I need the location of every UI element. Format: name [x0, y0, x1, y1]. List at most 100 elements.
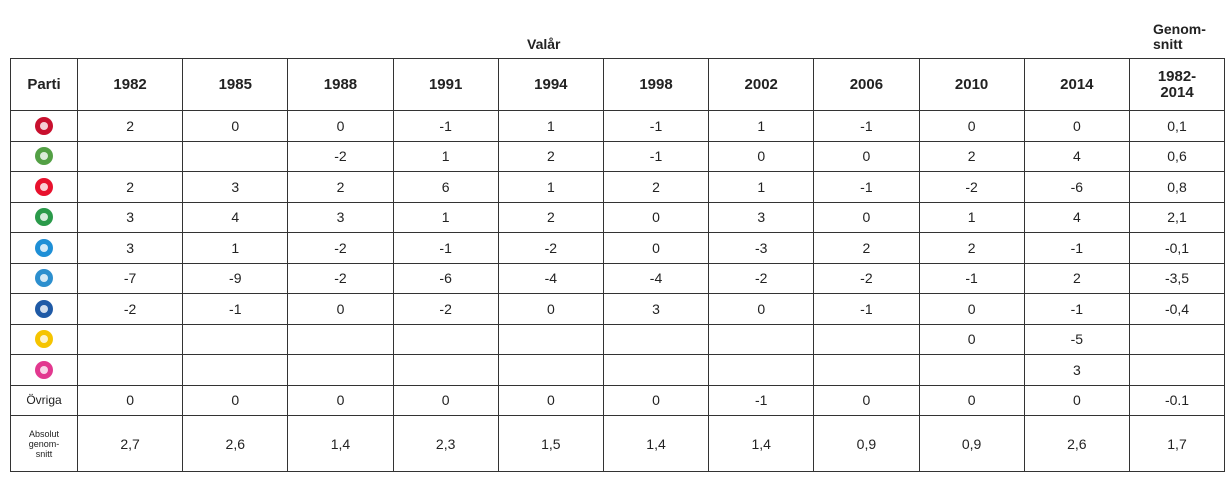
party-cell	[10, 323, 78, 355]
cell	[1129, 323, 1225, 355]
cell: -1	[708, 384, 815, 416]
cell-value: -6	[439, 270, 452, 287]
cell-value: 6	[441, 178, 450, 195]
cell	[182, 140, 289, 172]
column-header: 2006	[813, 58, 920, 111]
cell: 1	[497, 171, 604, 203]
cell: -4	[497, 262, 604, 294]
cell: 0	[392, 384, 499, 416]
cell-value: 0,9	[961, 435, 982, 452]
cell: 1,7	[1129, 415, 1225, 472]
cell-value: 2	[967, 239, 976, 256]
cell: 0	[813, 384, 920, 416]
party-icon	[35, 208, 53, 227]
cell-value: 1	[231, 239, 240, 256]
cell: 2,7	[76, 415, 184, 472]
average-heading: Genom- snitt	[1153, 21, 1206, 52]
cell-value: 0	[126, 392, 134, 409]
row: Övriga 0 0 0 0 0 0 -1 0 0 0 -0.1	[10, 384, 1225, 416]
party-cell	[10, 262, 78, 294]
cell: -2	[918, 171, 1025, 203]
cell: -2	[497, 232, 604, 264]
cell: 1,5	[497, 415, 604, 472]
cell-value: -2	[334, 270, 347, 287]
cell-value: -0,4	[1164, 300, 1190, 317]
cell-value: 0	[652, 392, 660, 409]
cell: 0	[497, 384, 604, 416]
cell-value: -7	[123, 270, 137, 287]
cell: -2	[76, 293, 184, 325]
cell: -1	[392, 110, 499, 142]
cell-value: 0	[441, 392, 450, 409]
cell-value: 3	[336, 209, 345, 226]
party-cell	[10, 110, 78, 142]
cell: 0	[813, 201, 920, 233]
party-cell	[10, 354, 78, 386]
cell: 2	[918, 140, 1025, 172]
party-icon	[35, 147, 53, 166]
row-label: Övriga	[26, 393, 62, 408]
cell: -2	[392, 293, 499, 325]
cell-value: 0	[862, 148, 871, 165]
cell-value: 1	[546, 117, 555, 134]
cell-value: 0,6	[1167, 148, 1187, 165]
cell-value: 1	[441, 209, 450, 226]
cell: 0	[602, 384, 710, 416]
cell: 2,6	[182, 415, 289, 472]
party-cell	[10, 140, 78, 172]
row-label: Absolut genom- snitt	[28, 428, 60, 459]
party-icon	[35, 238, 53, 257]
cell: -2	[813, 262, 920, 294]
cell	[76, 323, 184, 355]
cell-value: 3	[757, 209, 766, 226]
party-cell	[10, 171, 78, 203]
cell: 4	[1023, 140, 1131, 172]
cell-value: -2	[123, 300, 137, 317]
cell: -1	[602, 140, 710, 172]
row: -7 -9 -2 -6 -4 -4 -2 -2 -1 2 -3,5	[10, 262, 1225, 294]
cell-value: 1,5	[541, 435, 561, 452]
cell-value: 1	[757, 178, 766, 195]
cell-value: 3	[231, 178, 240, 195]
cell: 1	[392, 201, 499, 233]
cell-value: 2	[546, 148, 555, 165]
cell-value: 4	[1072, 148, 1081, 165]
row: 0 -5	[10, 323, 1225, 355]
cell: 3	[287, 201, 394, 233]
cell-value: -2	[860, 270, 873, 287]
cell-value: 0,8	[1167, 178, 1187, 195]
party-cell	[10, 293, 78, 325]
cell: 0	[182, 384, 289, 416]
cell-value: 0	[1072, 392, 1081, 409]
cell-value: -1	[1070, 300, 1084, 317]
cell	[392, 354, 499, 386]
cell-value: -2	[965, 178, 978, 195]
cell	[918, 354, 1025, 386]
cell: 1	[918, 201, 1025, 233]
cell-value: 0	[757, 148, 766, 165]
cell-value: 2	[126, 117, 134, 134]
party-icon	[35, 116, 53, 135]
cell-value: 0	[652, 239, 660, 256]
cell: 3	[76, 232, 184, 264]
column-header: 1998	[602, 58, 710, 111]
cell-value: 2	[126, 178, 134, 195]
cell-value: 1,7	[1167, 435, 1187, 452]
cell-value: 2	[336, 178, 345, 195]
cell: -2	[287, 262, 394, 294]
cell-value: 2	[652, 178, 660, 195]
cell-value: -0,1	[1164, 239, 1190, 256]
party-cell	[10, 232, 78, 264]
cell: 0	[287, 110, 394, 142]
cell-value: 2,1	[1167, 209, 1187, 226]
cell: -5	[1023, 323, 1131, 355]
cell: -1	[813, 171, 920, 203]
cell: 0	[497, 293, 604, 325]
column-header: 1982- 2014	[1129, 58, 1225, 111]
cell-value: -2	[334, 148, 347, 165]
cell-value: -1	[439, 239, 452, 256]
cell-value: 0	[336, 392, 345, 409]
cell: 1	[392, 140, 499, 172]
cell-value: -1	[860, 300, 873, 317]
